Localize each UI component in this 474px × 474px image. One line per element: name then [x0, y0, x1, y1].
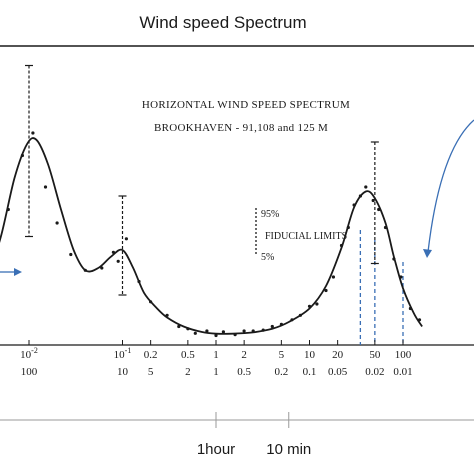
x-tick-label-period: 0.1	[303, 366, 317, 378]
data-point	[100, 266, 104, 270]
curve-layer	[0, 137, 423, 335]
data-point	[214, 333, 218, 338]
data-point	[137, 279, 141, 284]
x-tick-label-frequency: 50	[369, 349, 381, 361]
data-point	[270, 324, 274, 329]
left-arrow-icon	[14, 268, 22, 276]
data-point	[279, 322, 283, 326]
data-point	[221, 330, 225, 334]
legend: 95% FIDUCIAL LIMITS 5%	[255, 208, 347, 263]
x-tick-label-frequency: 1	[213, 349, 219, 361]
data-point	[186, 327, 190, 331]
x-tick-label-frequency: 100	[395, 349, 412, 361]
right-arrow-shaft	[427, 119, 474, 253]
x-tick-label-period: 10	[117, 366, 129, 378]
data-point	[339, 243, 344, 248]
data-point	[346, 225, 350, 230]
data-point	[307, 304, 312, 308]
data-point	[177, 324, 181, 329]
data-point	[261, 328, 265, 332]
data-point	[377, 207, 381, 212]
x-tick-label-frequency: 10	[304, 349, 316, 361]
error-bars-layer	[25, 64, 379, 296]
data-point	[43, 185, 48, 189]
data-point	[233, 333, 237, 337]
x-tick-label-period: 0.5	[237, 366, 251, 378]
data-point	[20, 153, 24, 158]
data-point	[358, 194, 362, 198]
data-point	[383, 225, 388, 230]
data-point	[352, 203, 356, 207]
data-point	[111, 250, 115, 254]
x-tick-label-period: 2	[185, 366, 191, 378]
data-point	[55, 221, 59, 225]
points-layer	[6, 131, 422, 338]
chart-title: HORIZONTAL WIND SPEED SPECTRUM	[142, 99, 350, 111]
x-tick-label-period: 1	[213, 366, 219, 378]
right-arrow-icon	[423, 249, 432, 258]
data-point	[315, 302, 319, 306]
data-point	[69, 252, 73, 257]
x-tick-label-frequency: 10-1	[114, 346, 132, 361]
spectrum-curve	[0, 137, 423, 335]
data-point	[364, 185, 368, 189]
data-point	[331, 275, 335, 279]
legend-label: FIDUCIAL LIMITS	[265, 231, 347, 242]
data-point	[83, 268, 87, 272]
figure-title: Wind speed Spectrum	[139, 13, 306, 32]
x-tick-label-frequency: 0.2	[144, 349, 158, 361]
annotations-layer	[0, 119, 474, 345]
x-tick-layer: 10-2 100 10-1 10 0.2 5 0.5 2 1 1 2 0.5 5 0.2 10 0.1 20 0.…	[20, 340, 413, 378]
data-point	[399, 275, 403, 279]
time-axis-label: 10 min	[266, 441, 311, 458]
x-tick-label-frequency: 20	[332, 349, 344, 361]
data-point	[124, 237, 128, 241]
x-tick-label-period: 0.2	[274, 366, 288, 378]
data-point	[116, 259, 120, 263]
data-point	[290, 318, 294, 322]
data-point	[417, 318, 422, 322]
data-point	[324, 288, 328, 293]
data-point	[251, 329, 255, 333]
x-tick-label-period: 0.05	[328, 366, 348, 378]
x-tick-label-frequency: 0.5	[181, 349, 195, 361]
x-tick-label-period: 0.01	[393, 366, 412, 378]
x-tick-label-period: 5	[148, 366, 154, 378]
x-tick-label-frequency: 2	[241, 349, 247, 361]
data-point	[31, 131, 35, 135]
x-tick-label-frequency: 5	[279, 349, 285, 361]
data-point	[298, 313, 302, 317]
legend-upper-label: 95%	[261, 209, 279, 220]
x-tick-label-period: 100	[21, 366, 38, 378]
data-point	[392, 257, 396, 261]
x-tick-label-frequency: 10-2	[20, 346, 38, 361]
time-axis-layer: 4 days1hour10 min	[197, 412, 311, 458]
data-point	[242, 329, 246, 333]
data-point	[149, 300, 153, 304]
data-point	[6, 207, 10, 212]
x-tick-label-period: 0.02	[365, 366, 384, 378]
data-point	[371, 198, 375, 203]
data-point	[193, 331, 197, 335]
legend-lower-label: 5%	[261, 252, 274, 263]
chart-subtitle: BROOKHAVEN - 91,108 and 125 M	[154, 122, 328, 134]
time-axis-label: 1hour	[197, 441, 235, 458]
data-point	[205, 329, 209, 333]
data-point	[408, 306, 412, 311]
data-point	[165, 313, 169, 317]
